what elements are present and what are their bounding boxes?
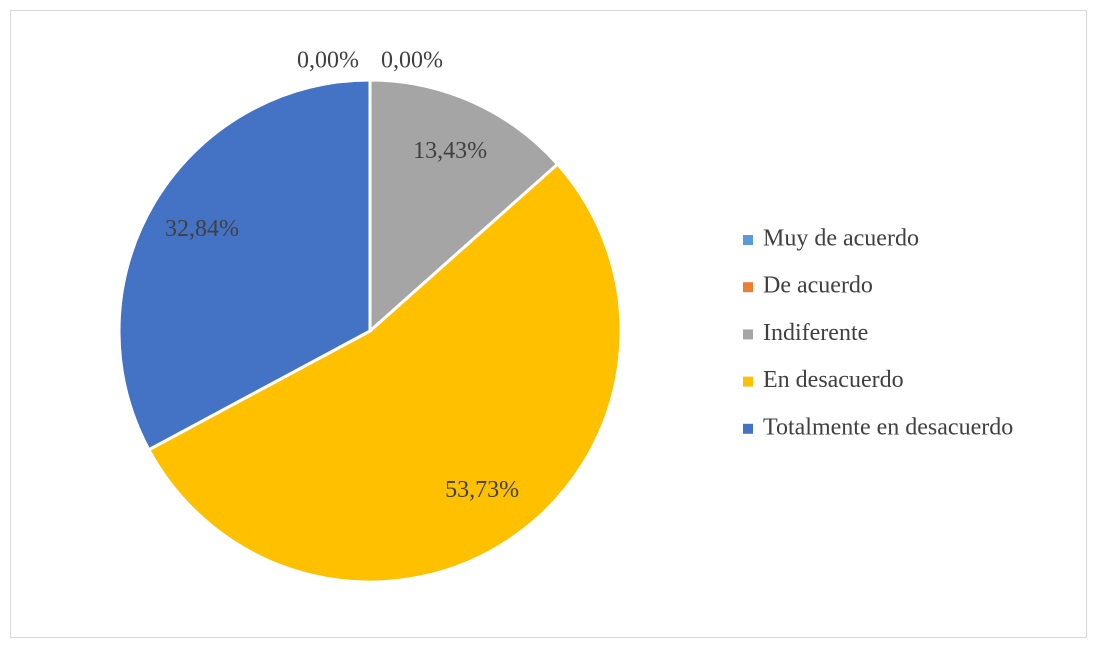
legend-marker xyxy=(743,282,753,293)
pie-slice xyxy=(117,78,372,452)
legend-label: En desacuerdo xyxy=(763,367,904,393)
legend-label: Indiferente xyxy=(763,320,868,346)
legend-marker xyxy=(743,329,753,340)
data-label: 0,00% xyxy=(297,48,359,74)
legend-label: De acuerdo xyxy=(763,273,873,299)
legend-label: Muy de acuerdo xyxy=(763,226,919,252)
legend-marker xyxy=(743,235,753,245)
data-label: 0,00% xyxy=(381,48,443,74)
data-label: 32,84% xyxy=(165,216,239,242)
legend-marker xyxy=(743,376,753,387)
legend-marker xyxy=(743,423,753,434)
data-label: 13,43% xyxy=(413,138,487,164)
pie-slice xyxy=(368,78,560,335)
pie-slice xyxy=(146,162,623,584)
data-label: 53,73% xyxy=(445,477,519,503)
legend-label: Totalmente en desacuerdo xyxy=(763,414,1013,440)
